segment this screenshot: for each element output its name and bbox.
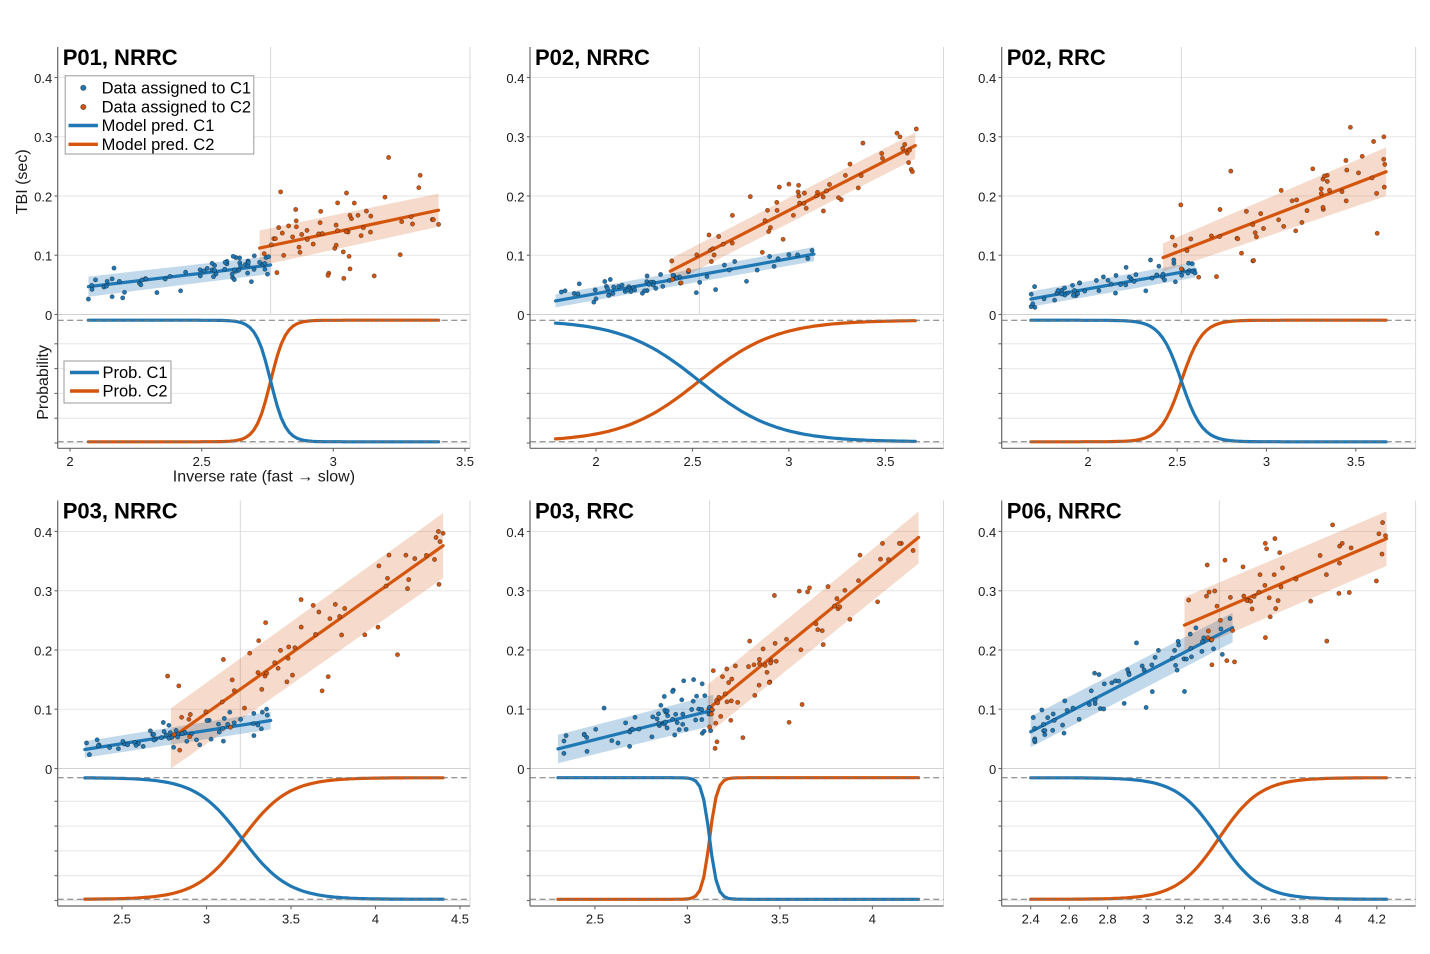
svg-text:2.6: 2.6 bbox=[1060, 912, 1078, 927]
svg-text:Model pred. C2: Model pred. C2 bbox=[102, 136, 215, 154]
svg-text:0.1: 0.1 bbox=[34, 703, 52, 718]
svg-text:0.2: 0.2 bbox=[978, 643, 996, 658]
svg-text:3.4: 3.4 bbox=[1214, 912, 1232, 927]
svg-text:Data assigned to C2: Data assigned to C2 bbox=[102, 99, 252, 117]
svg-text:0.1: 0.1 bbox=[34, 249, 52, 264]
svg-text:0: 0 bbox=[517, 762, 524, 777]
svg-text:0.2: 0.2 bbox=[978, 189, 996, 204]
svg-text:0.4: 0.4 bbox=[978, 71, 996, 86]
svg-text:P01, NRRC: P01, NRRC bbox=[63, 45, 178, 70]
svg-text:0.2: 0.2 bbox=[34, 643, 52, 658]
svg-text:3.5: 3.5 bbox=[282, 912, 300, 927]
svg-text:4: 4 bbox=[1335, 912, 1342, 927]
svg-text:0.1: 0.1 bbox=[506, 703, 524, 718]
svg-text:3: 3 bbox=[330, 454, 337, 469]
svg-text:0.3: 0.3 bbox=[506, 584, 524, 599]
svg-text:0.1: 0.1 bbox=[506, 249, 524, 264]
svg-text:3: 3 bbox=[203, 912, 210, 927]
svg-text:3.5: 3.5 bbox=[771, 912, 789, 927]
svg-text:2.5: 2.5 bbox=[683, 454, 701, 469]
svg-text:2.8: 2.8 bbox=[1099, 912, 1117, 927]
svg-text:0.2: 0.2 bbox=[34, 189, 52, 204]
svg-text:Prob. C2: Prob. C2 bbox=[103, 383, 168, 401]
svg-text:2: 2 bbox=[592, 454, 599, 469]
svg-text:2: 2 bbox=[1084, 454, 1091, 469]
svg-text:2.5: 2.5 bbox=[586, 912, 604, 927]
svg-text:3: 3 bbox=[684, 912, 691, 927]
svg-text:0.1: 0.1 bbox=[978, 703, 996, 718]
svg-text:0: 0 bbox=[45, 308, 52, 323]
svg-text:Model pred. C1: Model pred. C1 bbox=[102, 117, 215, 135]
svg-text:4: 4 bbox=[869, 912, 876, 927]
svg-text:P02, RRC: P02, RRC bbox=[1007, 45, 1106, 70]
svg-text:0.3: 0.3 bbox=[34, 130, 52, 145]
svg-text:0.4: 0.4 bbox=[34, 71, 52, 86]
svg-text:4.5: 4.5 bbox=[451, 912, 469, 927]
svg-text:4.2: 4.2 bbox=[1368, 912, 1386, 927]
svg-text:P02, NRRC: P02, NRRC bbox=[535, 45, 650, 70]
svg-text:2.5: 2.5 bbox=[193, 454, 211, 469]
svg-text:3.6: 3.6 bbox=[1252, 912, 1270, 927]
svg-text:P06, NRRC: P06, NRRC bbox=[1007, 499, 1122, 524]
svg-text:2.4: 2.4 bbox=[1022, 912, 1040, 927]
svg-text:0.3: 0.3 bbox=[978, 584, 996, 599]
svg-text:3.2: 3.2 bbox=[1175, 912, 1193, 927]
svg-text:0: 0 bbox=[989, 762, 996, 777]
svg-text:3.5: 3.5 bbox=[456, 454, 474, 469]
svg-text:P03, RRC: P03, RRC bbox=[535, 499, 634, 524]
svg-text:0.2: 0.2 bbox=[506, 643, 524, 658]
svg-text:0.2: 0.2 bbox=[506, 189, 524, 204]
svg-text:0: 0 bbox=[989, 308, 996, 323]
svg-text:0.4: 0.4 bbox=[506, 71, 524, 86]
svg-text:0.3: 0.3 bbox=[34, 584, 52, 599]
svg-text:3.5: 3.5 bbox=[1347, 454, 1365, 469]
svg-text:0.3: 0.3 bbox=[978, 130, 996, 145]
svg-text:2.5: 2.5 bbox=[1168, 454, 1186, 469]
svg-text:3: 3 bbox=[785, 454, 792, 469]
svg-text:TBI (sec): TBI (sec) bbox=[14, 149, 31, 214]
svg-text:0.4: 0.4 bbox=[506, 525, 524, 540]
svg-text:Probability: Probability bbox=[35, 345, 52, 420]
svg-text:0.1: 0.1 bbox=[978, 249, 996, 264]
svg-text:4: 4 bbox=[372, 912, 379, 927]
svg-text:3.5: 3.5 bbox=[876, 454, 894, 469]
svg-text:3.8: 3.8 bbox=[1291, 912, 1309, 927]
svg-text:0: 0 bbox=[517, 308, 524, 323]
svg-text:Prob. C1: Prob. C1 bbox=[103, 364, 168, 382]
svg-text:Inverse rate (fast → slow): Inverse rate (fast → slow) bbox=[173, 469, 355, 486]
svg-text:3: 3 bbox=[1263, 454, 1270, 469]
svg-text:P03, NRRC: P03, NRRC bbox=[63, 499, 178, 524]
svg-text:2: 2 bbox=[66, 454, 73, 469]
svg-text:0.4: 0.4 bbox=[978, 525, 996, 540]
svg-text:0.3: 0.3 bbox=[506, 130, 524, 145]
svg-text:3: 3 bbox=[1142, 912, 1149, 927]
svg-text:Data assigned to C1: Data assigned to C1 bbox=[102, 79, 252, 97]
svg-text:2.5: 2.5 bbox=[113, 912, 131, 927]
svg-text:0.4: 0.4 bbox=[34, 525, 52, 540]
svg-text:0: 0 bbox=[45, 762, 52, 777]
